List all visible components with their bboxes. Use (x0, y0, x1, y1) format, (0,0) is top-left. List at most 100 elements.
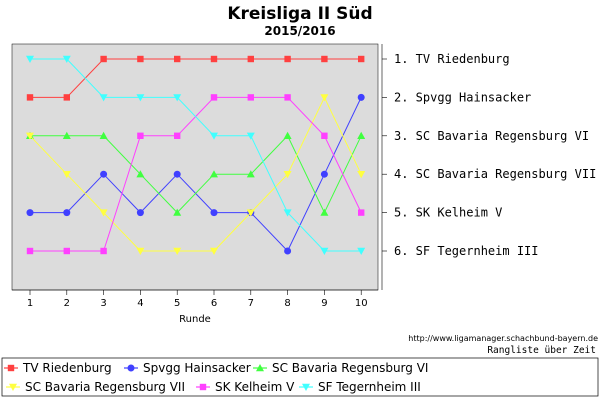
data-point (357, 93, 365, 101)
legend-item: TV Riedenburg (4, 361, 112, 375)
legend-item: SK Kelheim V (196, 380, 295, 394)
data-point (173, 170, 181, 178)
series-1 (26, 55, 365, 101)
series-line (30, 134, 362, 214)
data-point (63, 94, 70, 101)
legend: TV Riedenburg Spvgg Hainsacker SC Bavaria … (4, 361, 428, 394)
data-point (137, 132, 144, 139)
data-point (62, 55, 71, 63)
data-point (210, 132, 218, 140)
chart-title: Kreisliga II Süd (227, 4, 372, 24)
data-point (173, 208, 182, 216)
data-point (320, 208, 329, 216)
x-axis-label: Runde (179, 314, 211, 325)
rank-label: 2. Spvgg Hainsacker (394, 90, 531, 104)
data-point (284, 94, 291, 101)
data-point (62, 171, 71, 179)
legend-label: SF Tegernheim III (318, 380, 421, 394)
legend-marker (302, 383, 310, 391)
data-point (63, 209, 71, 217)
data-point (284, 55, 291, 63)
legend-label: Spvgg Hainsacker (143, 361, 251, 375)
data-point (357, 171, 366, 179)
x-tick-label: 7 (248, 298, 254, 309)
data-point (174, 55, 181, 63)
rank-label: 4. SC Bavaria Regensburg VII (394, 167, 596, 181)
data-point (210, 55, 218, 63)
data-point (99, 209, 108, 217)
legend-marker (127, 364, 135, 372)
legend-box (1, 357, 599, 397)
series-line (29, 96, 362, 252)
data-point (63, 247, 70, 255)
x-tick-label: 8 (284, 298, 290, 309)
x-tick-label: 3 (100, 298, 106, 309)
series-6 (26, 55, 366, 255)
data-point (100, 247, 107, 255)
data-point (136, 94, 145, 102)
chart-subtitle: 2015/2016 (264, 24, 335, 38)
data-point (210, 209, 218, 217)
data-point (358, 209, 365, 216)
series-line (30, 58, 362, 252)
data-point (173, 247, 182, 255)
data-point (137, 55, 144, 63)
data-point (247, 94, 254, 101)
legend-label: SC Bavaria Regensburg VI (272, 361, 428, 375)
legend-item: Spvgg Hainsacker (124, 361, 251, 375)
x-tick-label: 10 (355, 298, 368, 309)
legend-item: SF Tegernheim III (299, 380, 421, 394)
data-point (136, 209, 144, 217)
x-tick-label: 9 (321, 298, 327, 309)
legend-label: SC Bavaria Regensburg VII (25, 380, 185, 394)
data-point (62, 131, 71, 139)
x-tick-label: 6 (211, 298, 217, 309)
data-point (283, 131, 292, 139)
plot-area (11, 43, 379, 291)
footer-caption: Rangliste über Zeit (487, 345, 596, 356)
data-point (283, 171, 292, 179)
source-url[interactable]: http://www.ligamanager.schachbund-bayern… (408, 334, 598, 343)
legend-marker (7, 364, 15, 372)
series-3 (26, 131, 366, 216)
legend-marker (199, 383, 207, 391)
legend-label: SK Kelheim V (215, 380, 295, 394)
data-point (26, 247, 34, 255)
rank-label: 5. SK Kelheim V (394, 206, 502, 220)
data-point (26, 94, 34, 101)
legend-marker (256, 364, 264, 372)
data-point (210, 94, 218, 101)
data-point (246, 132, 255, 140)
data-point (100, 170, 108, 178)
legend-label: TV Riedenburg (22, 361, 112, 375)
rank-ticks: 1. TV Riedenburg 2. Spvgg Hainsacker 3. SC… (382, 52, 596, 258)
data-point (321, 55, 328, 63)
x-tick-label: 1 (27, 298, 33, 309)
data-point (357, 131, 366, 139)
data-point (136, 247, 145, 255)
series-group (26, 55, 366, 255)
series-4 (26, 94, 366, 255)
legend-item: SC Bavaria Regensburg VII (6, 380, 185, 394)
rank-label: 3. SC Bavaria Regensburg VI (394, 129, 589, 143)
data-point (99, 131, 108, 139)
x-tick-label: 2 (64, 298, 70, 309)
data-point (321, 132, 328, 139)
data-point (210, 247, 218, 255)
x-tick-label: 5 (174, 298, 180, 309)
data-point (247, 55, 254, 63)
data-point (320, 247, 329, 255)
legend-item: SC Bavaria Regensburg VI (253, 361, 428, 375)
data-point (246, 209, 255, 217)
data-point (284, 247, 292, 255)
data-point (210, 170, 218, 178)
data-point (174, 132, 181, 139)
data-point (320, 94, 329, 102)
data-point (100, 55, 107, 63)
data-point (358, 55, 365, 63)
rank-label: 1. TV Riedenburg (394, 52, 510, 66)
data-point (357, 247, 366, 255)
data-point (246, 170, 255, 178)
legend-marker (9, 383, 17, 391)
